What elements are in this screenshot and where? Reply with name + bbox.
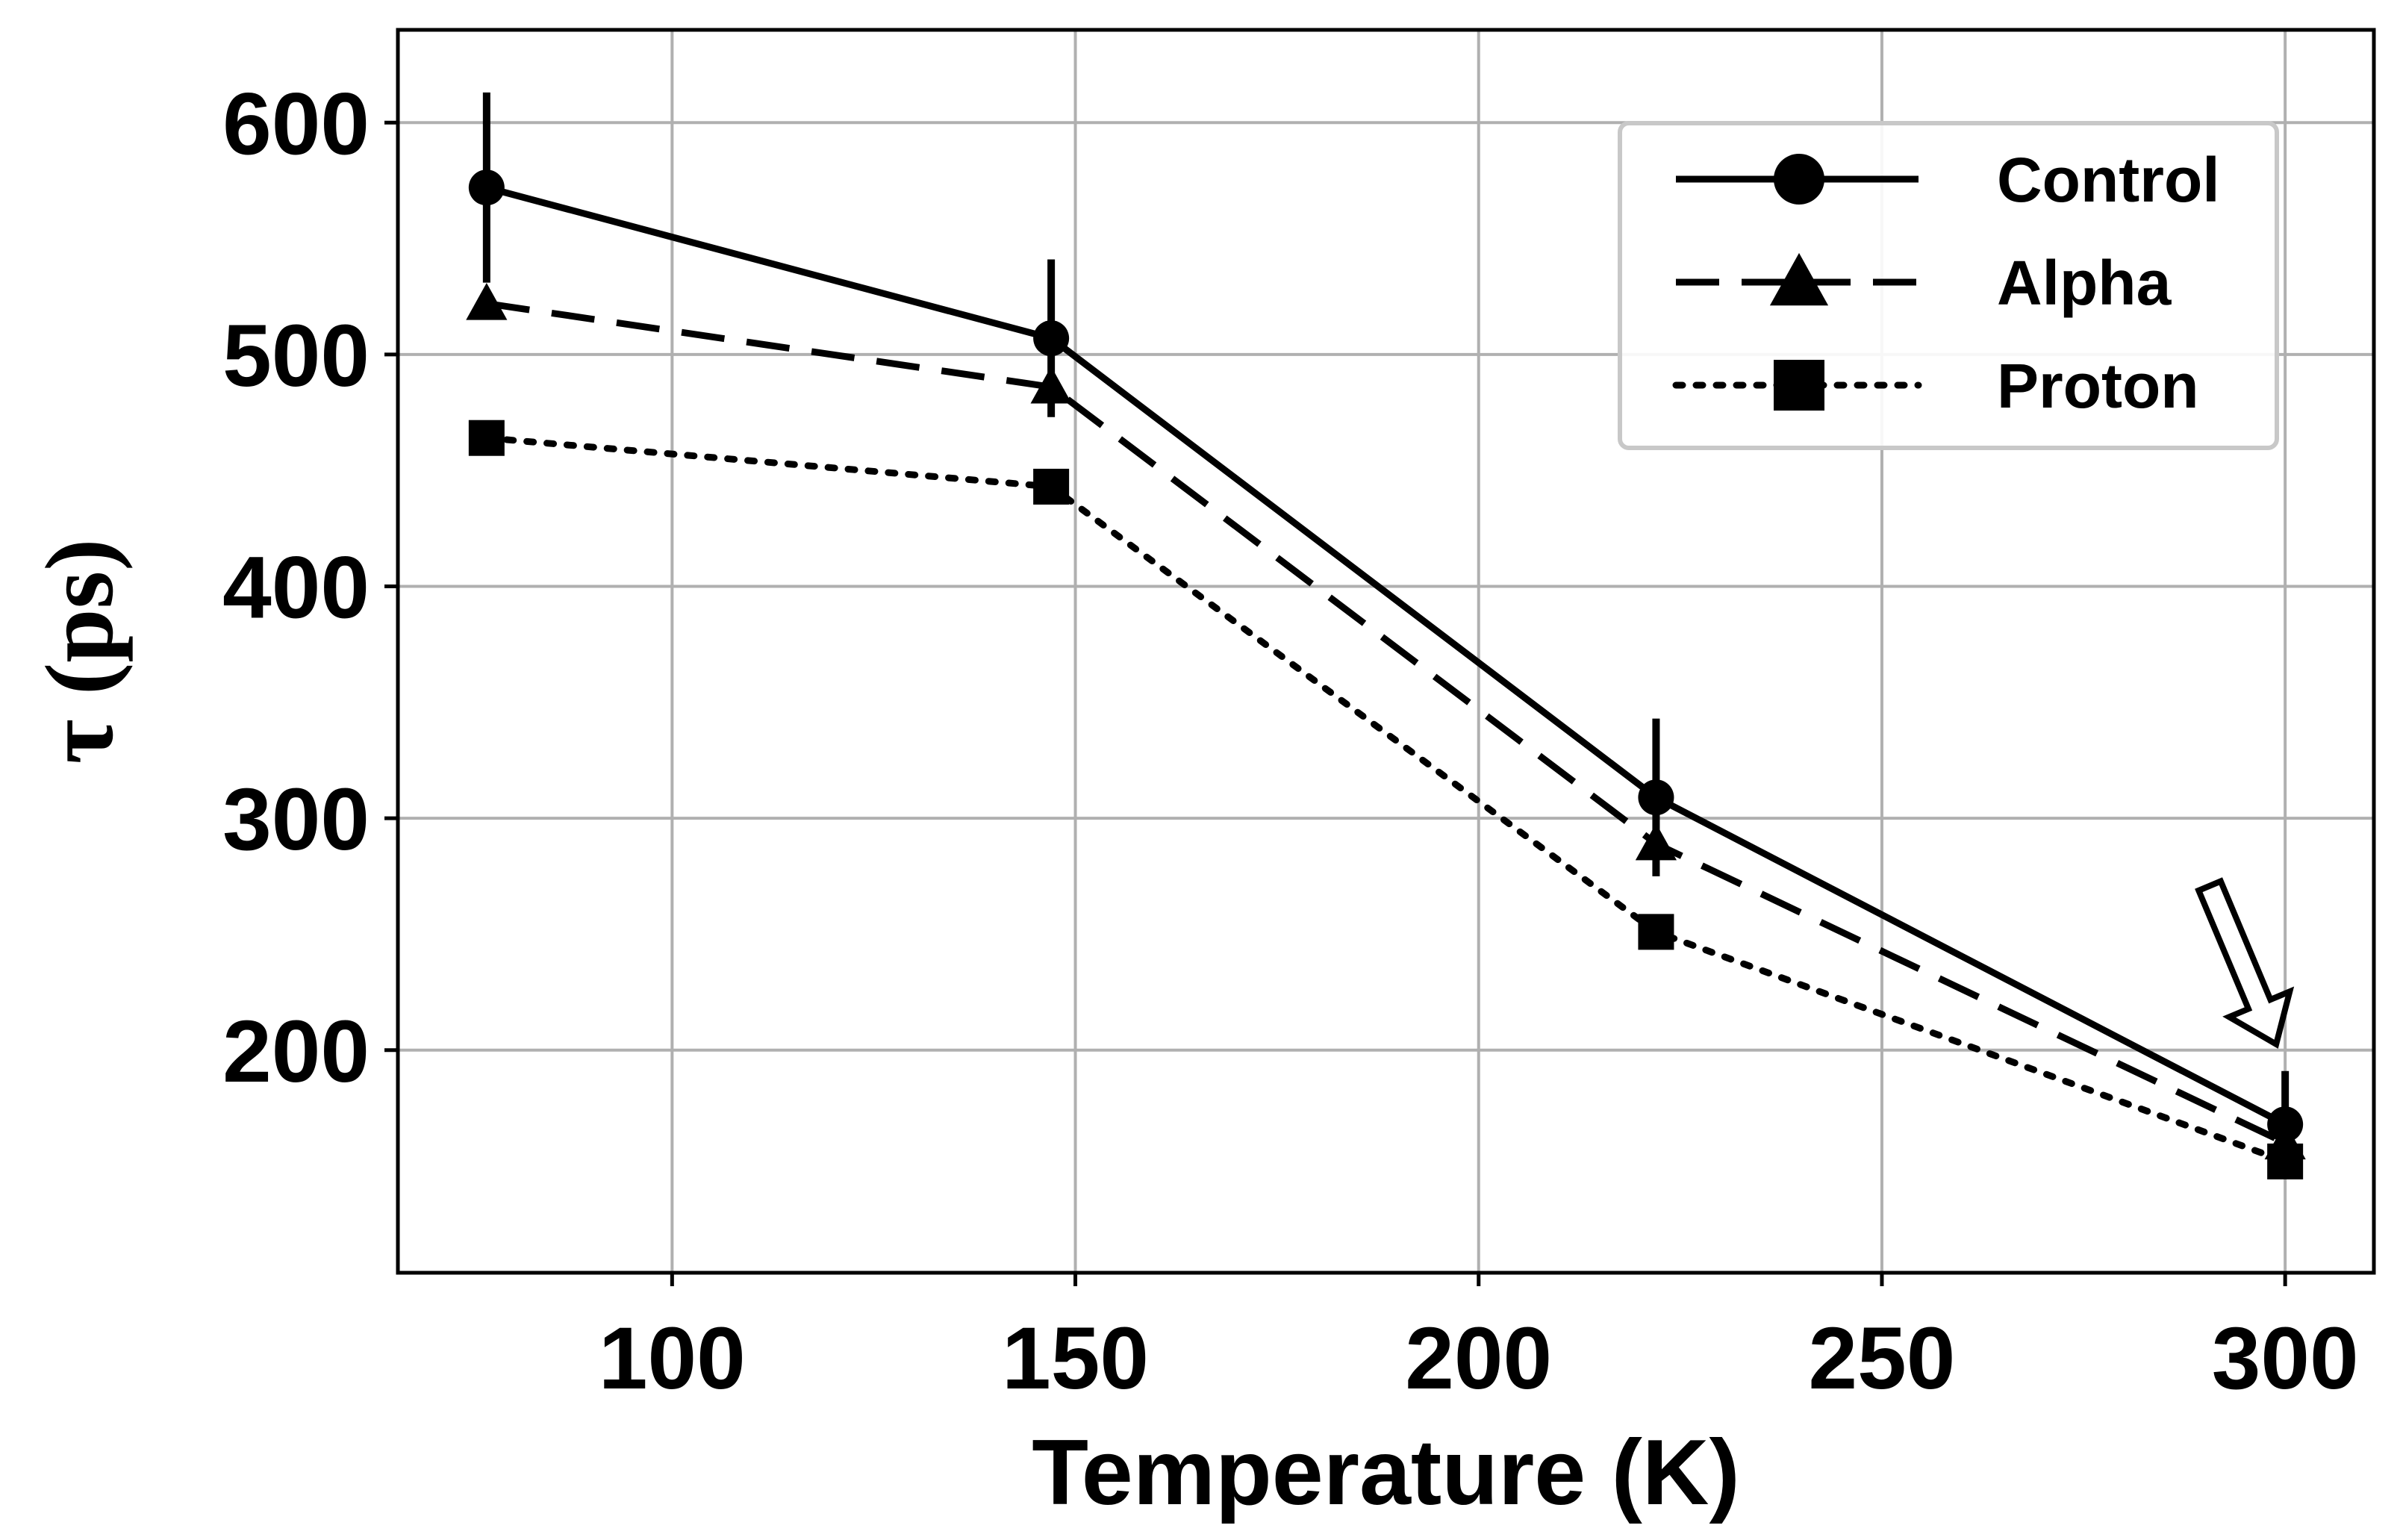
x-tick-label: 250 [1809, 1309, 1956, 1408]
data-point [468, 169, 505, 206]
data-point [2267, 1143, 2304, 1179]
y-tick-label: 300 [222, 770, 370, 869]
data-point [468, 420, 505, 456]
legend-marker [1774, 154, 1824, 205]
series-line [485, 184, 2287, 1128]
legend-label: Control [1997, 145, 2220, 215]
legend-item-proton: Proton [1672, 351, 2199, 421]
annotation-layer [2195, 877, 2295, 1049]
y-tick-label: 500 [222, 307, 370, 405]
series-layer [466, 92, 2306, 1179]
data-point [1030, 366, 1072, 404]
x-tick-label: 150 [1002, 1309, 1149, 1408]
y-tick-label: 400 [222, 539, 370, 637]
legend-label: Alpha [1997, 248, 2172, 318]
y-tick-label: 600 [222, 75, 370, 173]
data-point [1635, 823, 1677, 861]
series-line [483, 434, 2289, 1165]
plot-frame [396, 28, 2376, 1275]
data-point [466, 282, 508, 320]
y-tick-label: 200 [222, 1003, 370, 1101]
x-tick-label: 100 [599, 1309, 746, 1408]
series-control [468, 92, 2304, 1178]
data-point [1638, 914, 1674, 950]
series-proton [468, 420, 2304, 1179]
y-axis-title: τ (ps) [26, 539, 134, 764]
arrow-annotation [2195, 877, 2295, 1049]
x-tick-label: 200 [1405, 1309, 1552, 1408]
legend-marker [1769, 252, 1829, 306]
x-axis-title: Temperature (K) [1032, 1421, 1740, 1524]
series-line [486, 300, 2287, 1147]
legend-item-control: Control [1676, 145, 2220, 215]
legend-item-alpha: Alpha [1676, 248, 2172, 318]
data-point [1638, 779, 1674, 816]
tick-labels: 100 150 200 250 300 200 300 400 500 600 [222, 75, 2358, 1408]
legend-marker [1774, 360, 1824, 411]
legend: Control Alpha Proton [1618, 121, 2279, 450]
data-point [1033, 320, 1070, 357]
legend-label: Proton [1997, 351, 2199, 421]
x-tick-label: 300 [2212, 1309, 2359, 1408]
data-point [1033, 468, 1070, 505]
